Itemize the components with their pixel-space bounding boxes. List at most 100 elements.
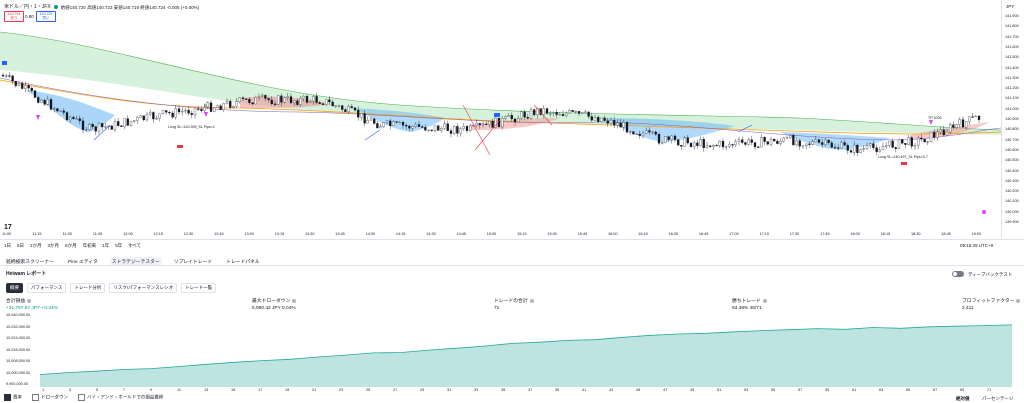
time-tick: 14:30 (426, 232, 436, 236)
time-axis[interactable]: 11:00 11:15 11:30 11:45 12:00 12:15 12:30 12:45… (0, 231, 1000, 239)
candle-body (395, 121, 398, 123)
price-axis[interactable]: 141.900 141.800 141.700 141.600 141.500 141.4… (1001, 0, 1024, 238)
info-icon[interactable] (762, 298, 767, 303)
info-icon[interactable] (529, 298, 534, 303)
trade-tick: 67 (933, 388, 938, 392)
legend-row: 資本 ドローダウン バイ・アンド・ホールドでの損益推移 (4, 394, 163, 401)
tab-item[interactable]: リプレイトレード (173, 260, 213, 265)
candle-body (696, 142, 699, 146)
candle-body (949, 124, 952, 133)
trade-tick: 41 (582, 388, 587, 392)
equity-tick: 10,040,000.00 (6, 313, 31, 317)
range-button[interactable]: すべて (128, 243, 142, 248)
report-pill[interactable]: トレード一覧 (181, 283, 217, 293)
trade-tick: 69 (960, 388, 965, 392)
trade-tick: 11 (177, 388, 181, 392)
price-tick: 140.400 (1005, 168, 1019, 173)
info-icon[interactable] (1016, 298, 1021, 303)
report-pill[interactable]: トレード分析 (70, 283, 106, 293)
range-button[interactable]: 6か月 (65, 243, 77, 248)
info-icon[interactable] (27, 298, 32, 303)
alert-icon[interactable] (982, 210, 986, 214)
candle-body (837, 147, 840, 149)
candle-body (299, 98, 302, 105)
candle-body (392, 121, 395, 126)
candle-body (894, 147, 897, 149)
candle-body (805, 143, 808, 147)
sell-button[interactable]: 140.724 売り (4, 11, 24, 22)
annotation-sl: SL (204, 104, 208, 108)
candle-body (69, 117, 72, 121)
candle-body (241, 97, 245, 99)
candle-body (379, 126, 382, 129)
tab-item[interactable]: トレードパネル (226, 260, 260, 265)
time-tick: 15:30 (547, 232, 557, 236)
legend-buyhold[interactable]: バイ・アンド・ホールドでの損益推移 (78, 394, 163, 401)
candle-body (510, 115, 513, 120)
tab-item[interactable]: 銘柄検索スクリーナー (6, 260, 54, 265)
candle-body (245, 98, 248, 100)
equity-area (40, 324, 1012, 387)
range-button[interactable]: 5年 (115, 243, 123, 248)
range-button[interactable]: 5日 (17, 243, 25, 248)
report-pill[interactable]: パフォーマンス (27, 283, 67, 293)
price-chart[interactable]: Long SL=140.399_SL Pips=1 Long SL=140.49… (0, 0, 1001, 231)
candle-body (229, 101, 232, 108)
candle-body (289, 96, 293, 104)
time-tick: 19:00 (971, 232, 982, 236)
time-tick: 15:45 (577, 232, 588, 236)
candle-body (53, 108, 56, 110)
candle-body (203, 107, 206, 111)
time-tick: 11:30 (62, 232, 72, 236)
metric-label-text: トレードの合計 (494, 299, 528, 304)
trade-tick: 37 (528, 388, 533, 392)
candle-body (158, 113, 161, 119)
divider (0, 239, 1024, 240)
range-button[interactable]: 3か月 (47, 243, 60, 248)
candle-body (529, 109, 533, 119)
metric-label: トレードの合計 (494, 297, 534, 304)
info-icon[interactable] (292, 298, 297, 303)
candle-body (606, 120, 609, 124)
candle-body (664, 136, 667, 143)
legend-drawdown[interactable]: ドローダウン (32, 394, 68, 401)
report-title[interactable]: Heiwam レポート (6, 271, 47, 277)
candle-body (213, 107, 216, 112)
candle-body (72, 117, 75, 119)
candle-body (933, 131, 936, 138)
legend-equity[interactable]: 資本 (4, 394, 22, 401)
candle-body (641, 132, 645, 136)
report-pill[interactable]: リスク/パフォーマンスレシオ (109, 283, 178, 293)
candle-body (715, 145, 718, 147)
range-button[interactable]: 年初来 (82, 243, 97, 248)
candle-body (849, 150, 853, 153)
candle-body (440, 128, 443, 131)
buy-button[interactable]: 140.720 買い (36, 11, 56, 22)
candles (1, 72, 981, 156)
absolute-button[interactable]: 絶対値 (956, 396, 970, 401)
metric-label-text: プロフィットファクター (962, 299, 1015, 304)
report-pill[interactable]: 概要 (6, 283, 23, 293)
tab-item[interactable]: Pine エディタ (67, 260, 98, 265)
candle-body (689, 142, 693, 147)
equity-chart[interactable] (40, 312, 1012, 387)
candle-body (24, 85, 27, 89)
report-pills: 概要 パフォーマンス トレード分析 リスク/パフォーマンスレシオ トレード一覧 (6, 283, 217, 293)
metric: 合計損益 +31,757.67 JPY +0.34% (6, 297, 58, 311)
time-tick: 17:30 (789, 232, 800, 236)
deep-backtest-toggle[interactable] (952, 271, 964, 277)
tab-item[interactable]: ストラテジーテスター (109, 257, 162, 266)
candle-body (977, 115, 981, 120)
range-button[interactable]: 1年 (102, 243, 110, 248)
blue-band-3 (600, 118, 735, 142)
symbol-name[interactable]: 米ドル／円・1・JFX (4, 4, 51, 10)
percent-button[interactable]: パーセンテージ (982, 396, 1014, 401)
range-button[interactable]: 1か月 (30, 243, 42, 248)
trade-tick: 57 (798, 388, 803, 392)
candle-body (750, 139, 753, 143)
range-button[interactable]: 1日 (4, 243, 12, 248)
candle-body (325, 99, 328, 105)
trade-marker-line-5 (364, 129, 381, 141)
candle-body (283, 97, 286, 103)
candle-body (517, 118, 520, 123)
